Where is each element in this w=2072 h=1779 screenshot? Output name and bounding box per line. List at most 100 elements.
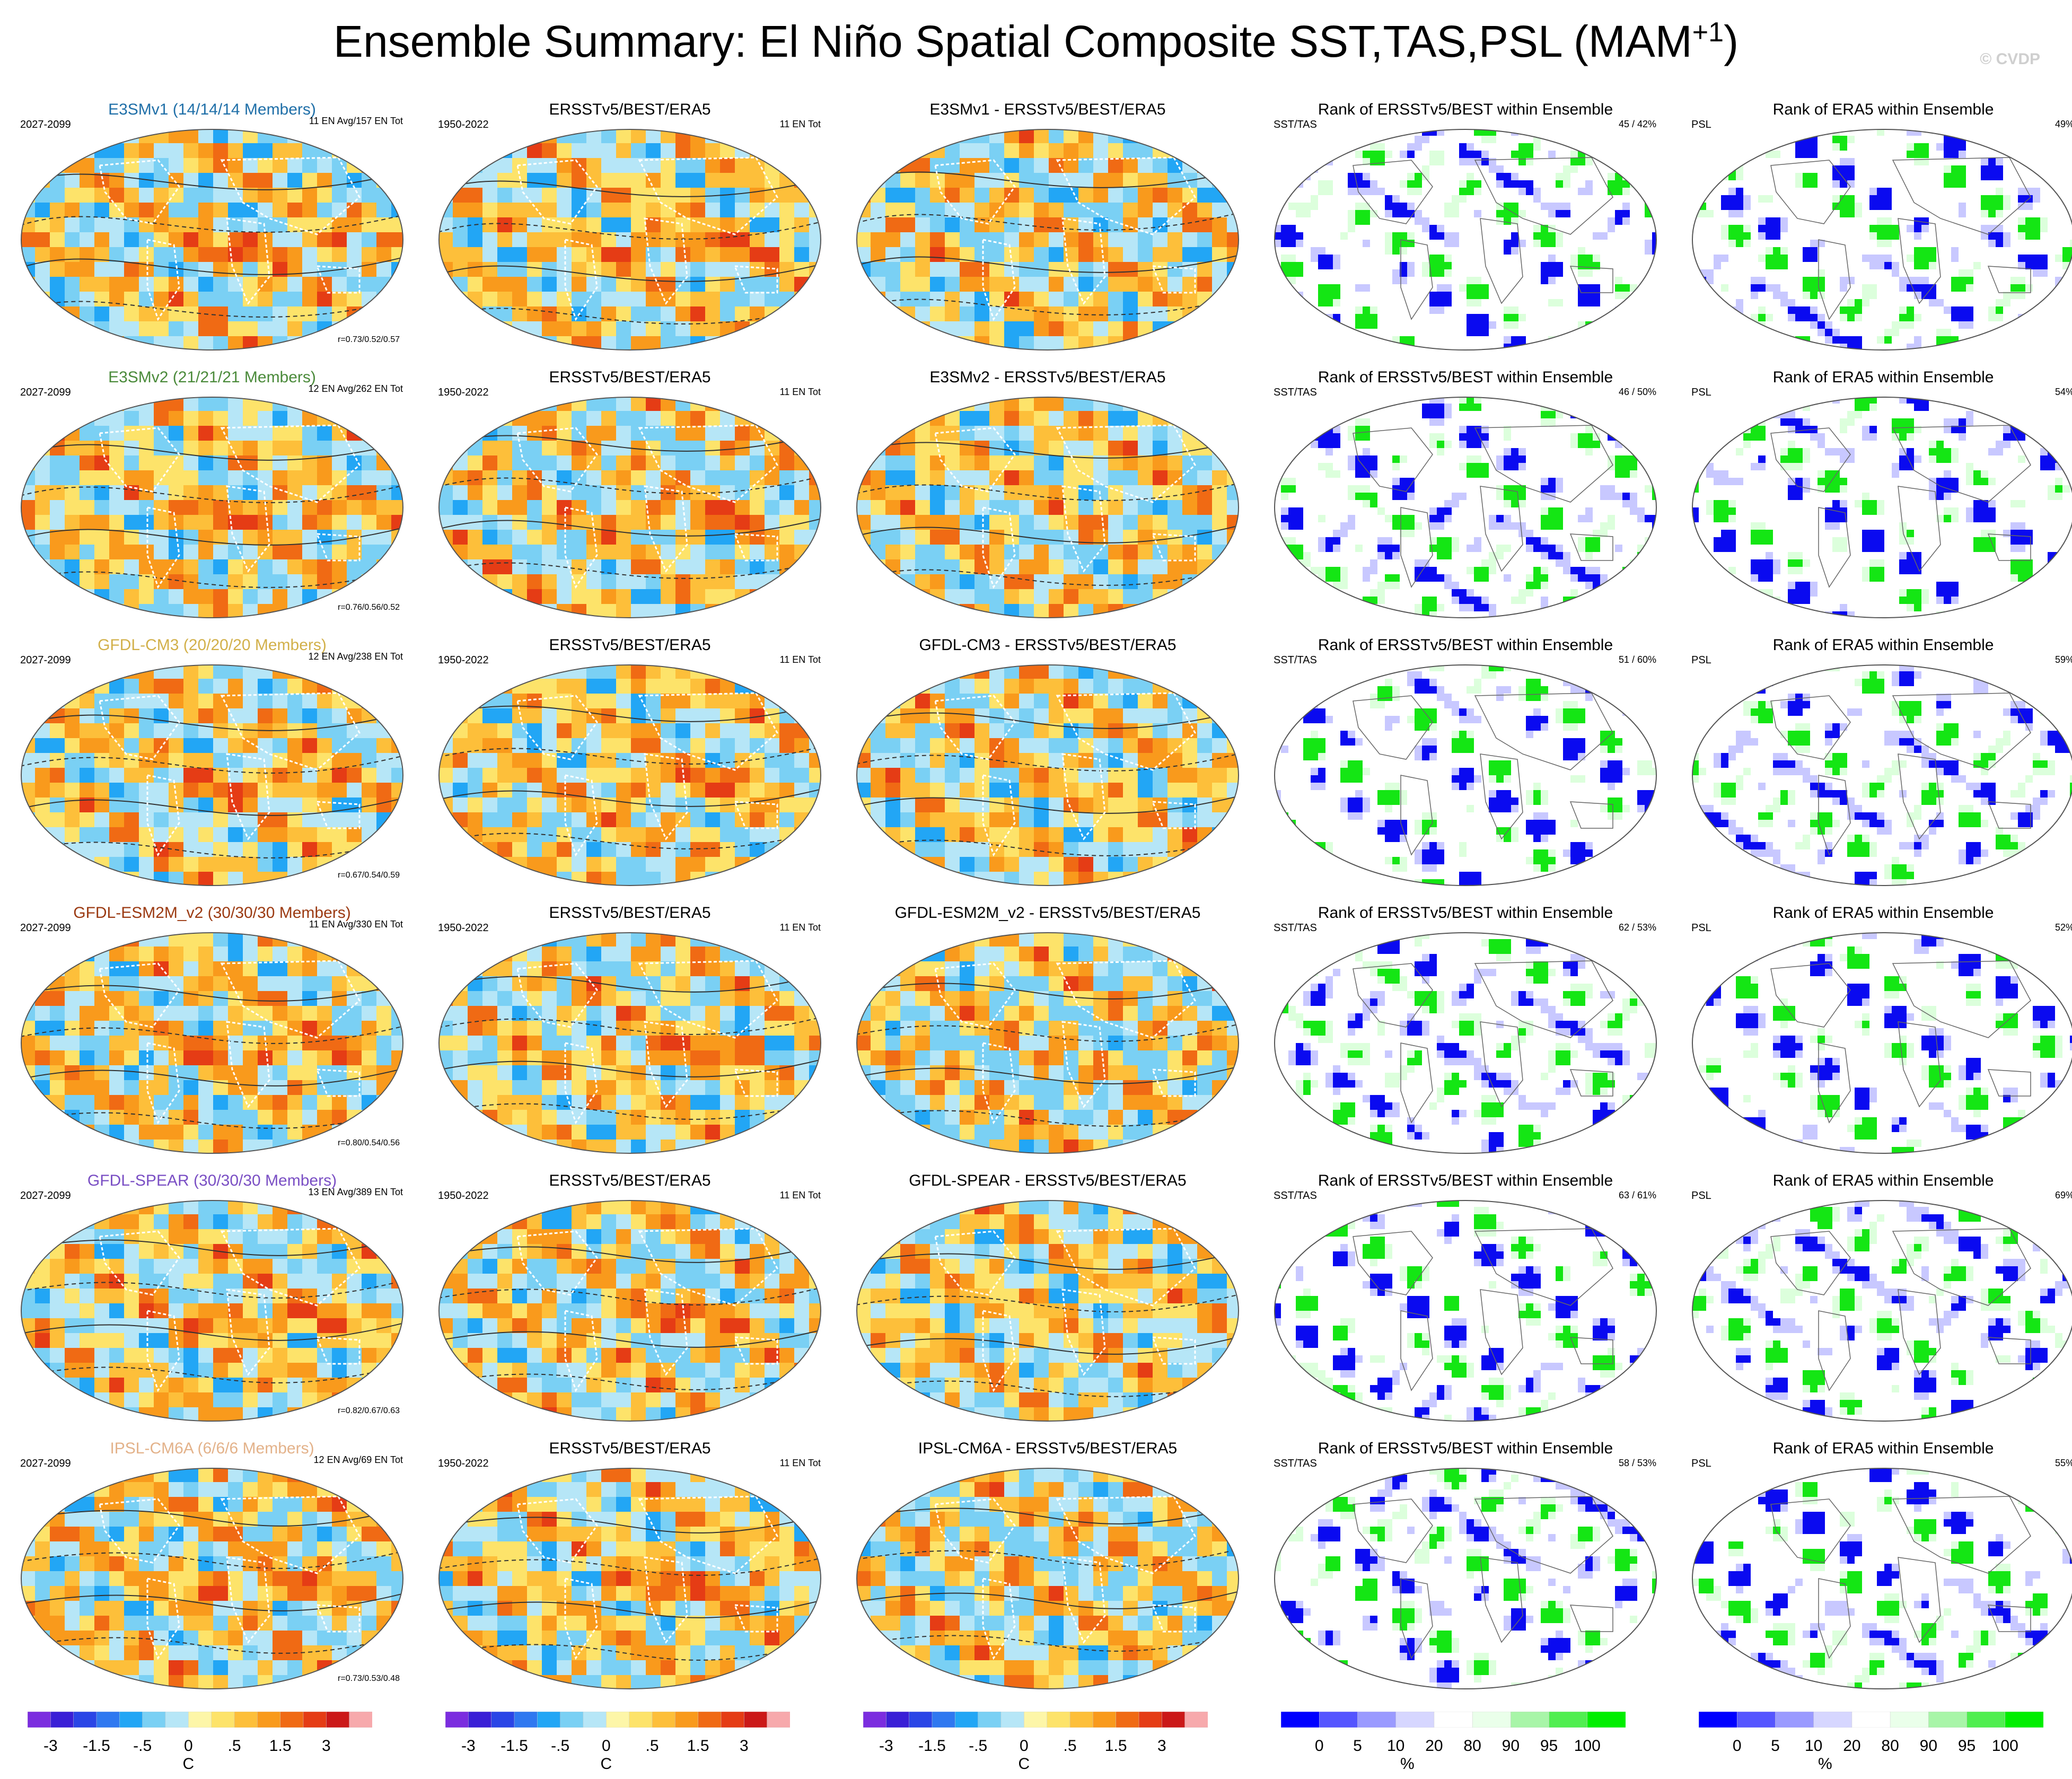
rank-cell bbox=[1840, 336, 1847, 344]
field-cell bbox=[362, 306, 377, 322]
rank-cell bbox=[1348, 225, 1355, 232]
field-cell bbox=[376, 812, 392, 828]
rank-cell bbox=[1795, 397, 1803, 404]
rank-cell bbox=[2003, 299, 2010, 306]
rank-cell bbox=[1788, 426, 1795, 433]
field-cell bbox=[989, 545, 1005, 560]
field-cell bbox=[109, 857, 125, 872]
field-cell bbox=[794, 411, 810, 426]
rank-cell bbox=[1751, 433, 1758, 441]
field-cell bbox=[1212, 188, 1227, 203]
field-cell bbox=[945, 574, 960, 590]
field-cell bbox=[362, 129, 377, 144]
field-cell bbox=[809, 321, 821, 337]
rank-cell bbox=[2055, 418, 2062, 426]
rank-cell bbox=[1645, 485, 1652, 493]
field-cell bbox=[542, 203, 557, 218]
field-cell bbox=[631, 665, 646, 679]
rank-cell bbox=[1489, 515, 1496, 522]
rank-cell bbox=[1370, 455, 1377, 463]
rank-cell bbox=[1706, 404, 1714, 411]
rank-cell bbox=[1721, 158, 1728, 165]
field-cell bbox=[765, 173, 780, 188]
rank-cell bbox=[1504, 247, 1511, 255]
rank-cell bbox=[1481, 567, 1489, 574]
field-cell bbox=[65, 232, 80, 248]
field-cell bbox=[930, 336, 945, 350]
field-cell bbox=[482, 455, 498, 471]
field-cell bbox=[1197, 485, 1213, 501]
rank-cell bbox=[1578, 567, 1585, 574]
field-cell bbox=[750, 232, 765, 248]
field-cell bbox=[453, 574, 468, 590]
field-cell bbox=[497, 515, 513, 530]
field-cell bbox=[631, 470, 646, 486]
field-cell bbox=[243, 143, 258, 159]
field-cell bbox=[900, 426, 916, 441]
rank-cell bbox=[1630, 426, 1637, 433]
rank-cell bbox=[1914, 129, 1921, 136]
rank-cell bbox=[1869, 500, 1877, 507]
rank-cell bbox=[1630, 151, 1637, 158]
field-cell bbox=[735, 188, 750, 203]
rank-cell bbox=[1474, 321, 1481, 329]
rank-cell bbox=[1281, 277, 1288, 284]
field-cell bbox=[154, 783, 169, 798]
field-cell bbox=[720, 500, 735, 515]
field-cell bbox=[243, 679, 258, 694]
field-cell bbox=[213, 515, 229, 530]
field-cell bbox=[1182, 515, 1198, 530]
field-cell bbox=[974, 143, 990, 159]
field-cell bbox=[960, 232, 975, 248]
field-cell bbox=[1123, 426, 1138, 441]
rank-cell bbox=[2062, 589, 2070, 597]
field-cell bbox=[601, 545, 617, 560]
field-cell bbox=[94, 321, 110, 337]
field-cell bbox=[720, 559, 735, 575]
rank-cell bbox=[1944, 329, 1951, 336]
field-cell bbox=[779, 694, 795, 709]
rank-cell bbox=[1818, 321, 1825, 329]
rank-cell bbox=[1751, 559, 1758, 567]
rank-cell bbox=[1818, 329, 1825, 336]
field-cell bbox=[50, 857, 65, 872]
field-cell bbox=[857, 574, 871, 590]
rank-cell bbox=[1630, 493, 1637, 500]
field-cell bbox=[527, 708, 542, 724]
rank-cell bbox=[1884, 240, 1892, 247]
field-cell bbox=[65, 545, 80, 560]
field-cell bbox=[94, 441, 110, 456]
field-cell bbox=[317, 247, 332, 262]
rank-cell bbox=[1548, 507, 1556, 515]
rank-cell bbox=[1706, 470, 1714, 478]
field-cell bbox=[35, 738, 50, 753]
field-cell bbox=[1049, 470, 1064, 486]
field-cell bbox=[915, 203, 930, 218]
field-cell bbox=[809, 232, 821, 248]
rank-cell bbox=[1803, 306, 1810, 314]
field-cell bbox=[35, 768, 50, 783]
rank-cell bbox=[1622, 129, 1630, 136]
rank-cell bbox=[1780, 418, 1788, 426]
rank-cell bbox=[1481, 292, 1489, 299]
field-cell bbox=[1108, 500, 1123, 515]
field-cell bbox=[1004, 321, 1020, 337]
field-cell bbox=[198, 262, 214, 277]
field-cell bbox=[557, 321, 572, 337]
rank-cell bbox=[1325, 321, 1333, 329]
field-cell bbox=[750, 262, 765, 277]
rank-cell bbox=[1847, 195, 1855, 203]
field-cell bbox=[439, 158, 453, 173]
rank-cell bbox=[1773, 129, 1780, 136]
rank-cell bbox=[1311, 597, 1318, 604]
field-cell bbox=[857, 129, 871, 144]
field-cell bbox=[198, 217, 214, 233]
field-cell bbox=[542, 188, 557, 203]
field-cell bbox=[35, 665, 50, 679]
field-cell bbox=[1064, 336, 1079, 350]
coastline bbox=[934, 427, 1016, 493]
field-cell bbox=[542, 411, 557, 426]
rank-cell bbox=[1788, 589, 1795, 597]
field-cell bbox=[557, 188, 572, 203]
field-cell bbox=[915, 545, 930, 560]
